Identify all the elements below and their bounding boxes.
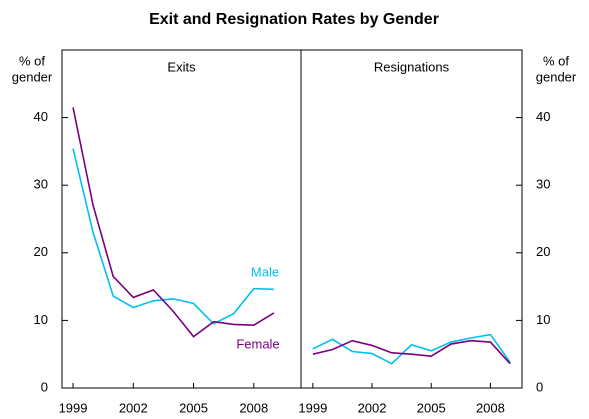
series-line bbox=[72, 107, 275, 338]
series-label: Male bbox=[251, 264, 279, 279]
y-tick-label: 0 bbox=[41, 379, 48, 394]
panel-title: Exits bbox=[167, 59, 196, 74]
plot-frame bbox=[61, 49, 523, 389]
series-line bbox=[312, 333, 511, 365]
y-axis-label: % of bbox=[543, 53, 569, 68]
series-label: Female bbox=[236, 336, 279, 351]
y-tick-label: 30 bbox=[536, 177, 550, 192]
x-tick-label: 2005 bbox=[417, 400, 446, 415]
y-tick-label: 20 bbox=[34, 244, 48, 259]
x-tick-label: 2008 bbox=[476, 400, 505, 415]
y-tick-label: 30 bbox=[34, 177, 48, 192]
series-line bbox=[72, 148, 274, 325]
y-tick-label: 40 bbox=[536, 109, 550, 124]
y-axis-label: gender bbox=[12, 69, 53, 84]
x-tick-label: 2002 bbox=[119, 400, 148, 415]
y-tick-label: 10 bbox=[536, 312, 550, 327]
y-tick-label: 40 bbox=[34, 109, 48, 124]
x-tick-label: 2002 bbox=[358, 400, 387, 415]
y-tick-label: 10 bbox=[34, 312, 48, 327]
panel-title: Resignations bbox=[374, 59, 450, 74]
y-tick-label: 20 bbox=[536, 244, 550, 259]
y-axis-label: gender bbox=[536, 69, 577, 84]
x-tick-label: 2005 bbox=[179, 400, 208, 415]
y-tick-label: 0 bbox=[536, 379, 543, 394]
chart-title: Exit and Resignation Rates by Gender bbox=[149, 11, 439, 28]
x-tick-label: 2008 bbox=[239, 400, 268, 415]
series-line bbox=[312, 339, 511, 365]
x-tick-label: 1999 bbox=[298, 400, 327, 415]
x-tick-label: 1999 bbox=[59, 400, 88, 415]
y-axis-label: % of bbox=[19, 53, 45, 68]
